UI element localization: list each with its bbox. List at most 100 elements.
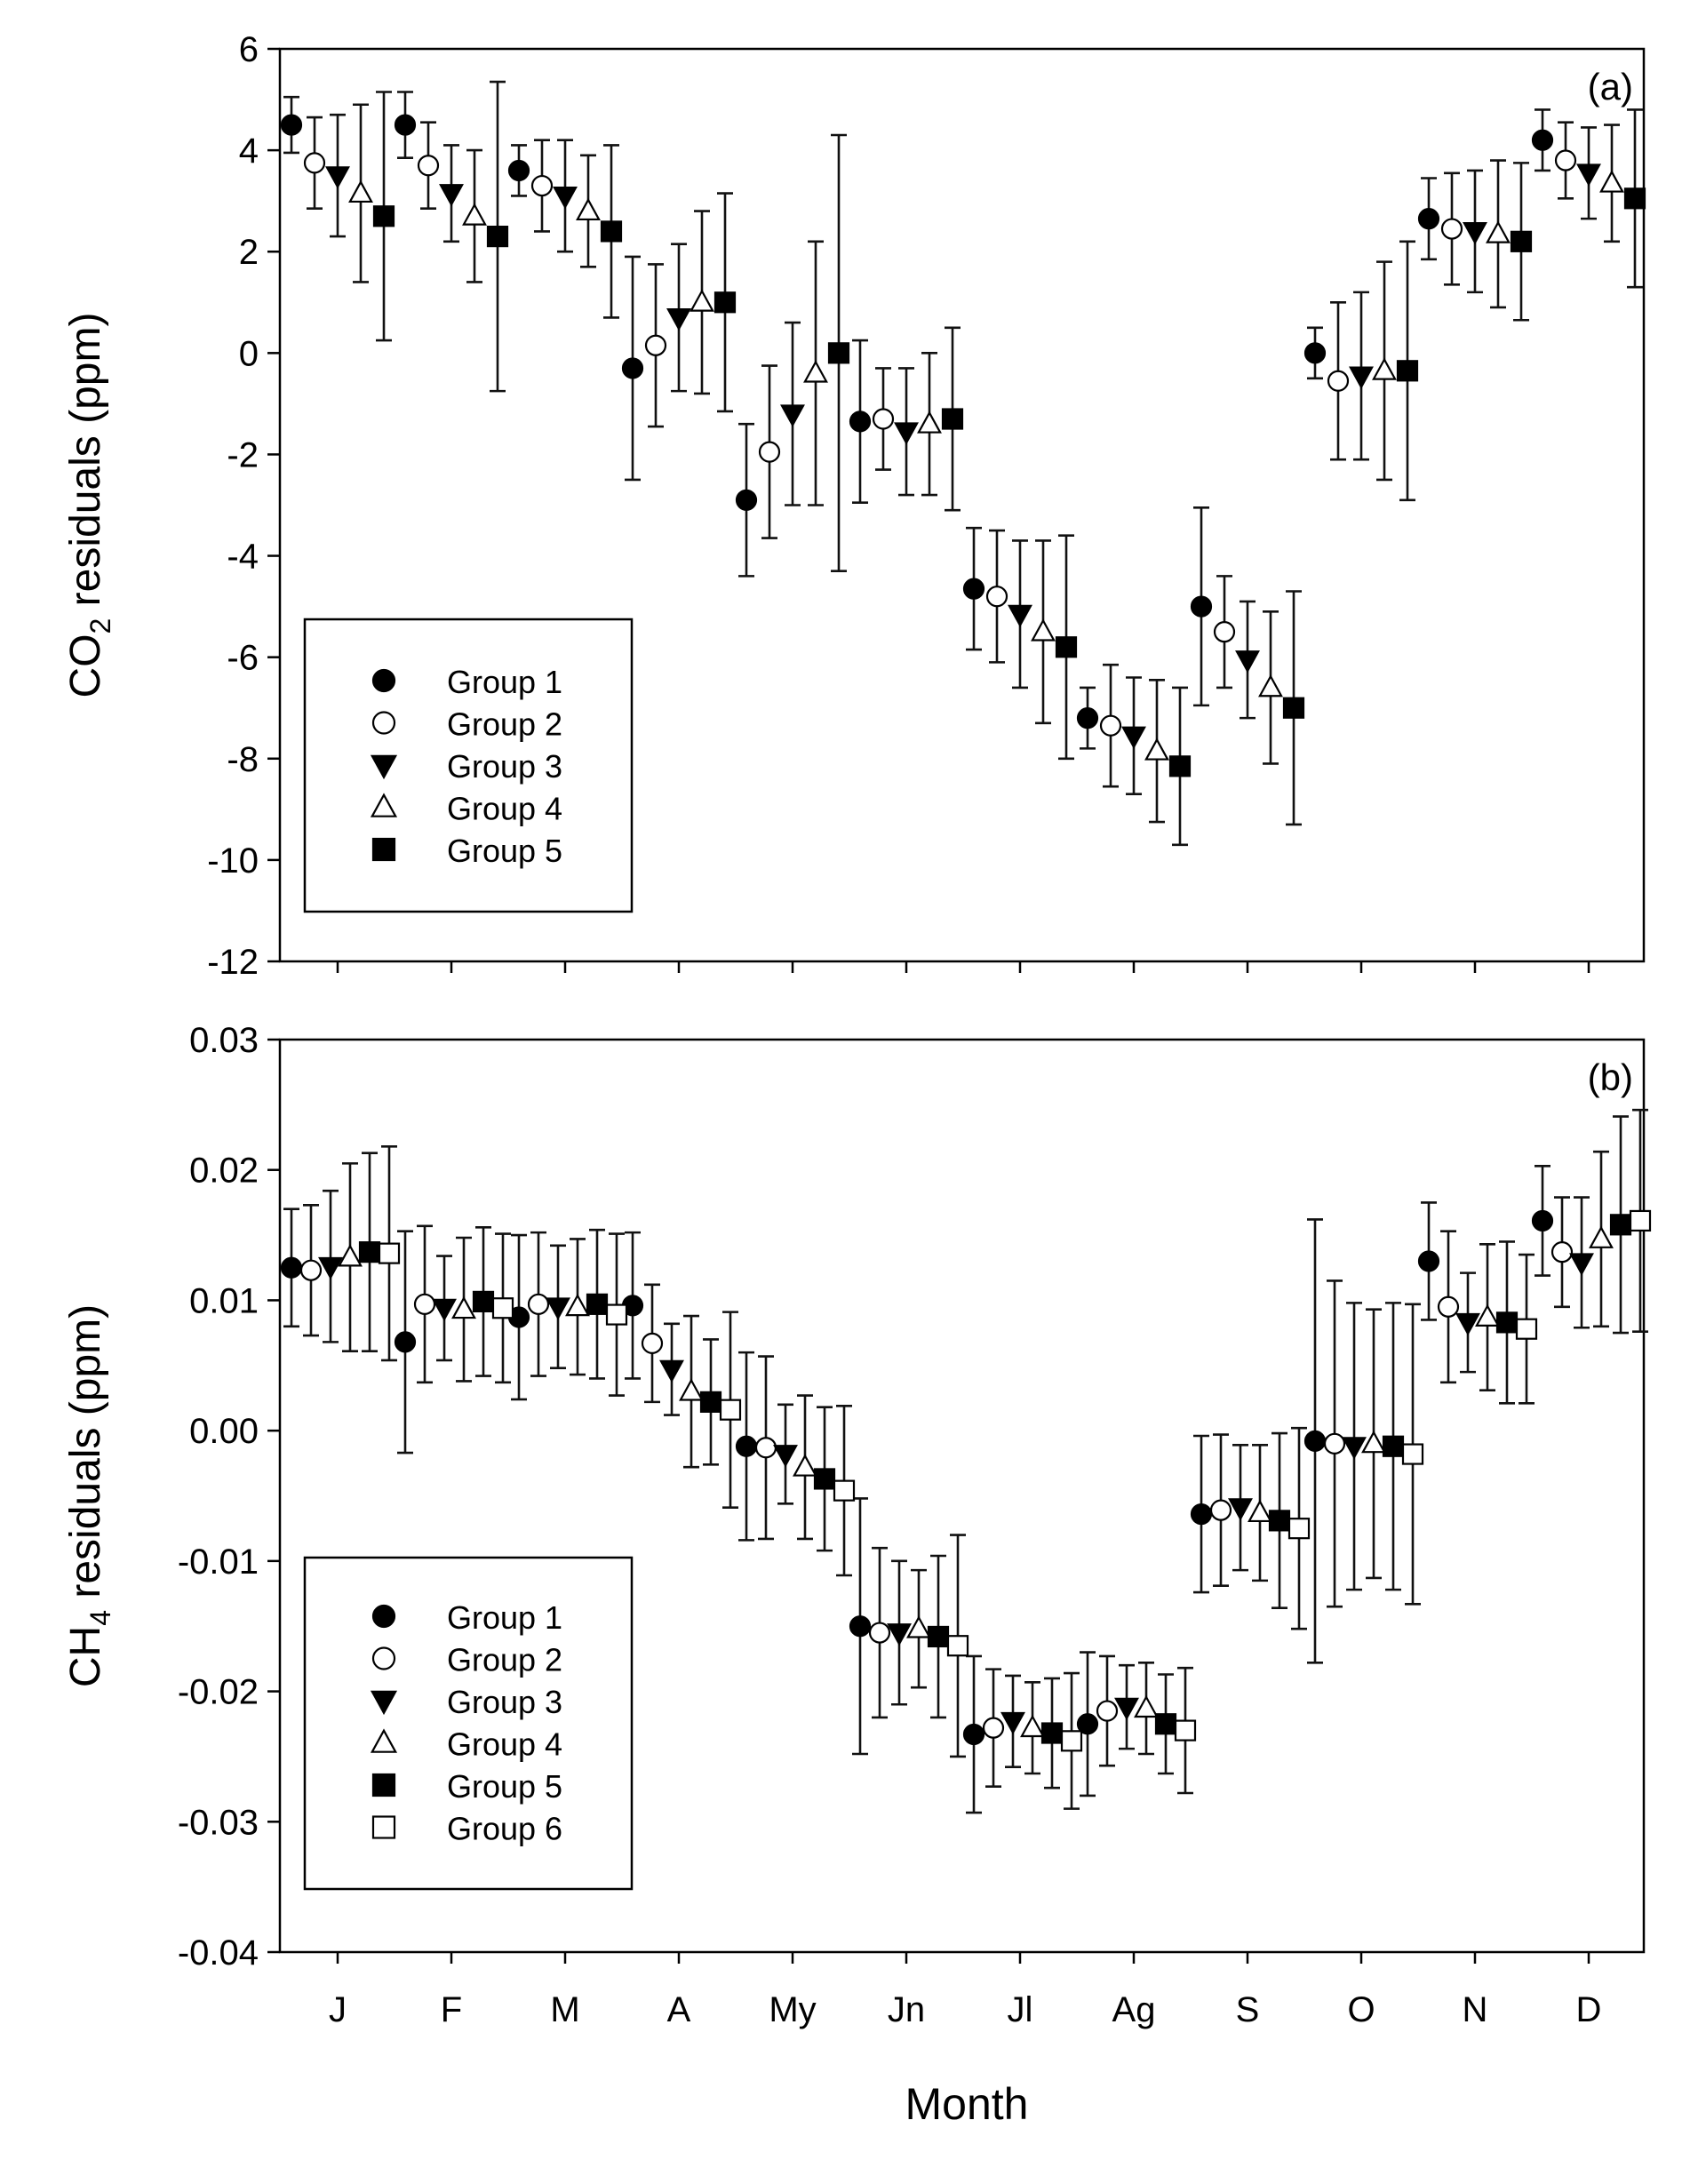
series-2 <box>303 116 1577 788</box>
data-point <box>1209 1499 1232 1521</box>
data-point <box>1372 357 1397 380</box>
data-point <box>780 404 805 427</box>
data-point <box>1531 129 1554 151</box>
data-point <box>491 1297 514 1319</box>
data-point <box>530 174 554 197</box>
y-tick-label: 0.01 <box>189 1281 259 1320</box>
data-point <box>1589 1225 1614 1248</box>
panel-b-ch4: 0.03 0.02 0.01 0.00 -0.01 -0.02 -0.03 -0.04 CH4 … <box>62 1021 1652 1973</box>
data-point <box>372 205 395 227</box>
data-point <box>1000 1711 1025 1735</box>
data-point <box>927 1625 950 1648</box>
data-point <box>962 578 985 600</box>
month-label: M <box>550 1990 579 2029</box>
series-6 <box>378 1108 1652 1810</box>
data-point <box>985 586 1008 608</box>
series-1 <box>280 91 1554 750</box>
y-tick-label: -0.01 <box>178 1542 259 1582</box>
legend-label: Group 6 <box>447 1811 562 1847</box>
data-point <box>358 1241 381 1263</box>
data-point <box>1510 230 1533 252</box>
data-point <box>1040 1722 1064 1744</box>
data-point <box>1486 220 1511 243</box>
data-point <box>1190 1502 1213 1526</box>
data-point <box>600 220 623 243</box>
data-point <box>1008 604 1032 628</box>
data-point <box>754 1437 777 1459</box>
data-point <box>1609 1214 1632 1236</box>
data-point <box>1134 1694 1159 1718</box>
data-point <box>659 1359 684 1383</box>
data-point <box>946 1635 969 1657</box>
series-4 <box>338 1150 1614 1775</box>
y-tick-label: -0.03 <box>178 1803 259 1842</box>
data-point <box>417 155 440 177</box>
data-point <box>1417 1250 1440 1272</box>
data-point <box>982 1717 1005 1739</box>
data-point <box>507 159 530 182</box>
legend-label: Group 3 <box>447 748 562 785</box>
data-point <box>605 1303 628 1326</box>
data-point <box>1455 1312 1480 1336</box>
data-point <box>773 1445 798 1468</box>
data-point <box>280 1256 303 1279</box>
data-point <box>378 1242 401 1264</box>
data-point <box>1258 674 1283 697</box>
legend-box <box>303 1556 634 1891</box>
data-point <box>1569 1253 1594 1276</box>
legend-marker <box>371 711 396 735</box>
data-point <box>1629 1209 1652 1232</box>
legend-marker <box>371 668 396 693</box>
data-point <box>527 1293 550 1315</box>
data-point <box>941 408 964 430</box>
month-label: O <box>1347 1990 1375 2029</box>
y-tick-label: -6 <box>227 639 259 678</box>
y-tick-label: -0.04 <box>178 1933 259 1973</box>
y-axis-title: CH4 residuals (ppm) <box>62 1304 116 1687</box>
data-point <box>439 184 464 207</box>
data-point <box>1417 208 1440 230</box>
data-point <box>299 1259 323 1281</box>
data-point <box>1440 218 1463 240</box>
data-point <box>1437 1295 1460 1318</box>
data-point <box>827 342 850 364</box>
data-point <box>1076 1713 1099 1735</box>
data-point <box>1154 1713 1177 1735</box>
y-tick-label: 2 <box>239 233 259 272</box>
series-5 <box>372 80 1646 847</box>
data-point <box>1361 1430 1386 1454</box>
month-label: F <box>441 1990 462 2029</box>
data-point <box>1349 366 1374 389</box>
data-point <box>1076 707 1099 729</box>
data-point <box>576 197 601 221</box>
panel-label: (b) <box>1588 1056 1633 1098</box>
data-point <box>1554 149 1577 171</box>
data-point <box>1576 163 1601 187</box>
data-point <box>644 334 667 356</box>
data-point <box>586 1293 609 1315</box>
data-point <box>472 1290 495 1312</box>
data-point <box>641 1332 664 1354</box>
data-point <box>1235 650 1260 674</box>
series-4 <box>348 103 1624 824</box>
data-point <box>394 114 417 136</box>
data-point <box>1055 636 1078 658</box>
legend-label: Group 4 <box>447 791 562 827</box>
data-point <box>793 1454 817 1477</box>
data-point <box>1213 621 1236 643</box>
data-point <box>690 289 714 312</box>
data-point <box>1475 1303 1500 1327</box>
legend-marker <box>371 1773 396 1797</box>
data-point <box>546 1297 570 1320</box>
series-2 <box>299 1196 1574 1788</box>
legend: Group 1 Group 2 Group 3 Group 4 Group 5 Group… <box>303 1556 634 1891</box>
legend-label: Group 3 <box>447 1684 562 1720</box>
legend-marker <box>370 1728 398 1753</box>
legend-label: Group 5 <box>447 833 562 869</box>
y-tick-label: 0 <box>239 334 259 373</box>
x-axis-title: Month <box>905 2079 1029 2129</box>
data-point <box>1190 595 1213 618</box>
data-point <box>413 1293 436 1315</box>
data-point <box>1168 755 1192 777</box>
data-point <box>1228 1498 1253 1521</box>
